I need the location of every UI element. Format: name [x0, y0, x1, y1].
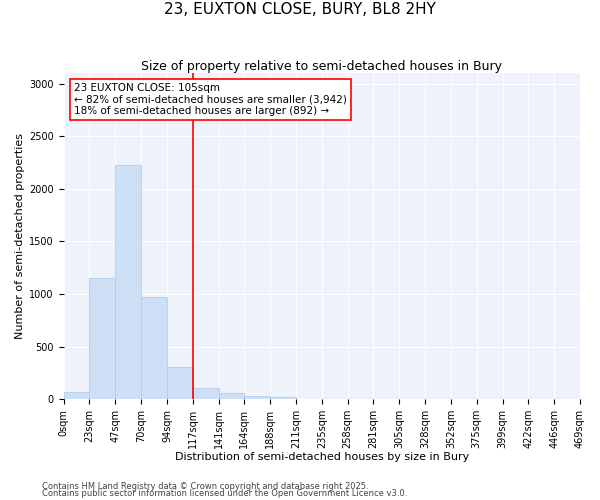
Title: Size of property relative to semi-detached houses in Bury: Size of property relative to semi-detach…	[142, 60, 502, 73]
Text: 23, EUXTON CLOSE, BURY, BL8 2HY: 23, EUXTON CLOSE, BURY, BL8 2HY	[164, 2, 436, 18]
Bar	[270, 398, 296, 399]
Bar	[115, 164, 141, 399]
Text: 23 EUXTON CLOSE: 105sqm
← 82% of semi-detached houses are smaller (3,942)
18% of: 23 EUXTON CLOSE: 105sqm ← 82% of semi-de…	[74, 83, 347, 116]
X-axis label: Distribution of semi-detached houses by size in Bury: Distribution of semi-detached houses by …	[175, 452, 469, 462]
Y-axis label: Number of semi-detached properties: Number of semi-detached properties	[15, 133, 25, 339]
Bar	[218, 394, 244, 399]
Text: Contains public sector information licensed under the Open Government Licence v3: Contains public sector information licen…	[42, 490, 407, 498]
Bar	[193, 388, 218, 399]
Bar	[64, 392, 89, 399]
Bar	[141, 296, 167, 399]
Bar	[244, 396, 270, 399]
Text: Contains HM Land Registry data © Crown copyright and database right 2025.: Contains HM Land Registry data © Crown c…	[42, 482, 368, 491]
Bar	[167, 367, 193, 399]
Bar	[89, 278, 115, 399]
